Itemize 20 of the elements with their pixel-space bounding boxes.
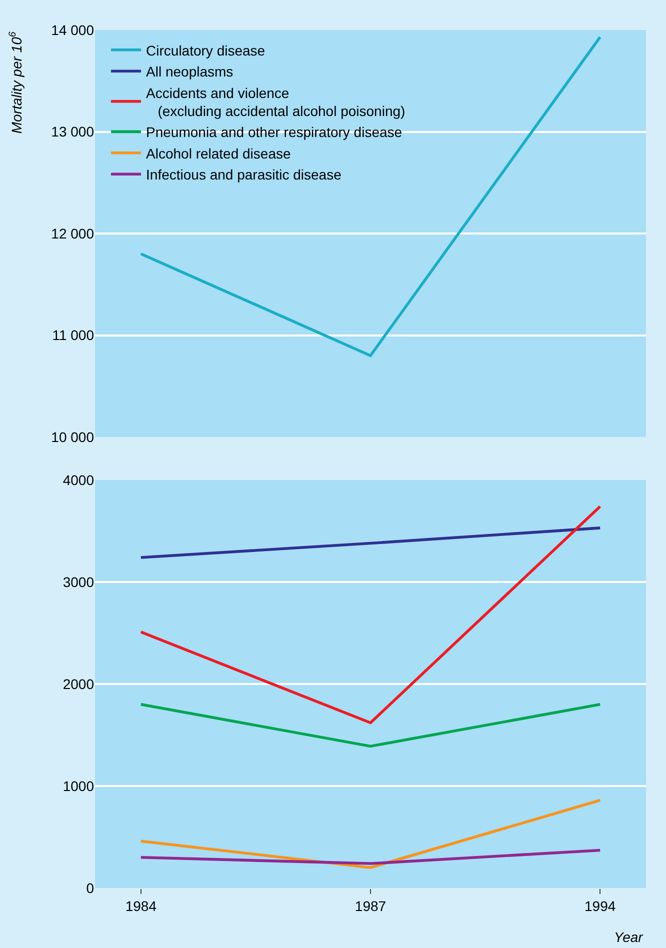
legend-label: All neoplasms xyxy=(146,64,234,80)
x-tick-label: 1984 xyxy=(125,898,157,914)
y-tick-label: 10 000 xyxy=(51,428,94,445)
y-tick-label: 3000 xyxy=(62,574,94,590)
y-tick-label: 11 000 xyxy=(52,327,94,344)
y-tick-label: 1000 xyxy=(62,778,94,794)
legend-label: Circulatory disease xyxy=(146,42,266,58)
x-axis-title: Year xyxy=(614,929,644,945)
y-tick-label: 14 000 xyxy=(51,22,94,38)
legend-label: Pneumonia and other respiratory disease xyxy=(146,124,402,140)
y-tick-label: 12 000 xyxy=(51,225,94,242)
y-tick-label: 13 000 xyxy=(51,124,94,140)
legend-label: Alcohol related disease xyxy=(146,145,291,162)
y-tick-label: 2000 xyxy=(62,676,94,692)
legend-label: Infectious and parasitic disease xyxy=(146,166,342,183)
x-tick-label: 1994 xyxy=(584,898,616,914)
y-tick-label: 4000 xyxy=(62,472,94,488)
y-tick-label: 0 xyxy=(86,880,94,896)
legend-label: Accidents and violence (excluding accidental alcohol poisoning) xyxy=(146,84,406,119)
x-tick-label: 1987 xyxy=(354,898,386,914)
